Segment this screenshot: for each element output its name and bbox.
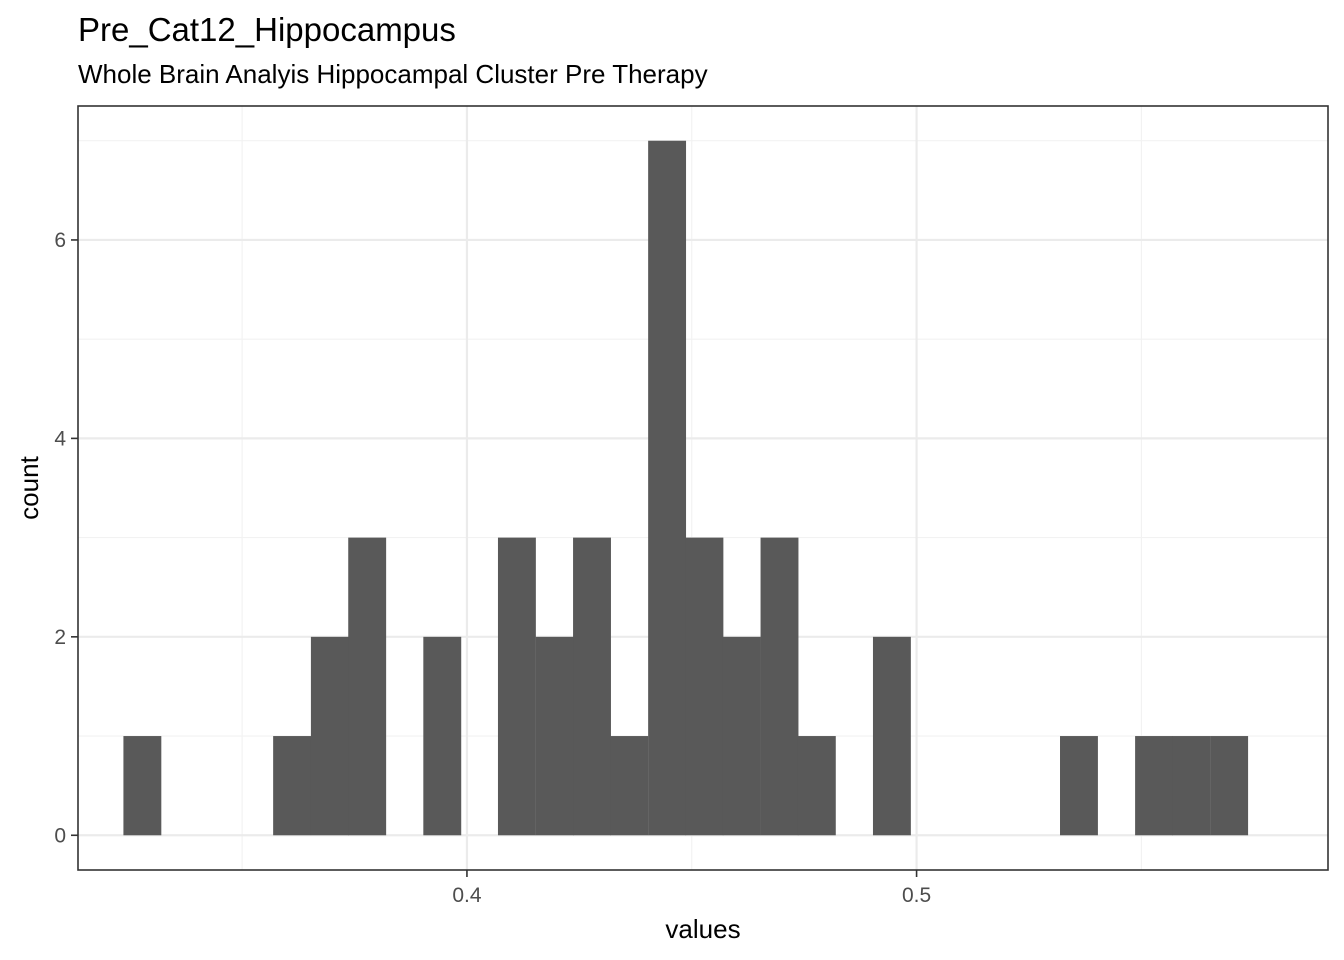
histogram-bar (648, 140, 687, 836)
x-tick-label: 0.5 (902, 884, 931, 907)
y-axis-title: count (14, 455, 44, 519)
histogram-bar (610, 736, 649, 836)
panel-border (77, 105, 1329, 871)
y-tick-label: 4 (54, 427, 66, 450)
histogram-bar (423, 636, 462, 836)
histogram-bar (273, 736, 312, 836)
y-tick-label: 2 (54, 626, 66, 649)
histogram-bar (310, 636, 349, 836)
histogram-bar (497, 537, 536, 836)
histogram-bar (797, 736, 836, 836)
histogram-bar (348, 537, 387, 836)
histogram-bar (123, 736, 162, 836)
histogram-bar (1210, 736, 1249, 836)
y-tick-label: 6 (54, 229, 66, 252)
histogram-bar (685, 537, 724, 836)
x-axis: 0.4 0.5 (452, 870, 931, 907)
histogram-bars (123, 140, 1249, 836)
chart-subtitle: Whole Brain Analyis Hippocampal Cluster … (78, 59, 708, 89)
x-axis-title: values (665, 914, 740, 944)
y-axis: 0 2 4 6 (54, 229, 78, 847)
histogram-bar (1060, 736, 1098, 836)
histogram-bar (573, 537, 611, 836)
x-tick-label: 0.4 (452, 884, 482, 907)
histogram-bar (1135, 736, 1174, 836)
histogram-bar (760, 537, 799, 836)
histogram-bar (872, 636, 911, 836)
y-tick-label: 0 (54, 824, 66, 847)
histogram-bar (1172, 736, 1211, 836)
chart-title: Pre_Cat12_Hippocampus (78, 11, 456, 48)
histogram-bar (535, 636, 574, 836)
plot-panel (77, 105, 1329, 871)
histogram-bar (722, 636, 761, 836)
